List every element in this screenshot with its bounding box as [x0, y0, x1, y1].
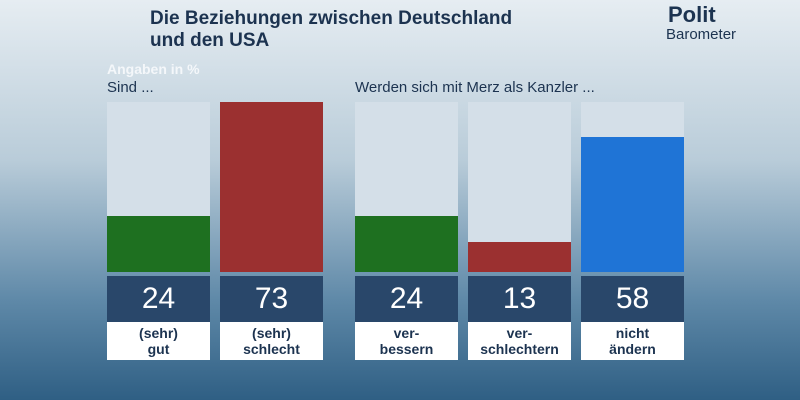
- value-label: 13: [468, 276, 571, 322]
- value-label: 24: [107, 276, 210, 322]
- bar: [355, 216, 458, 272]
- logo: Barometer: [666, 26, 737, 43]
- logo: Polit: [668, 2, 716, 27]
- panel-title: Werden sich mit Merz als Kanzler ...: [355, 79, 595, 96]
- bar: [581, 136, 684, 272]
- bar: [468, 241, 571, 272]
- bar: [220, 102, 323, 272]
- value-label: 58: [581, 276, 684, 322]
- panel-title: Sind ...: [107, 79, 154, 96]
- category-label: (sehr) gut: [107, 322, 210, 360]
- category-label: nicht ändern: [581, 322, 684, 360]
- category-label: (sehr) schlecht: [220, 322, 323, 360]
- value-label: 24: [355, 276, 458, 322]
- category-label: ver- bessern: [355, 322, 458, 360]
- bar: [107, 216, 210, 272]
- value-label: 73: [220, 276, 323, 322]
- subtitle: Angaben in %: [107, 61, 200, 77]
- category-label: ver- schlechtern: [468, 322, 571, 360]
- title: Die Beziehungen zwischen Deutschland und…: [150, 8, 513, 51]
